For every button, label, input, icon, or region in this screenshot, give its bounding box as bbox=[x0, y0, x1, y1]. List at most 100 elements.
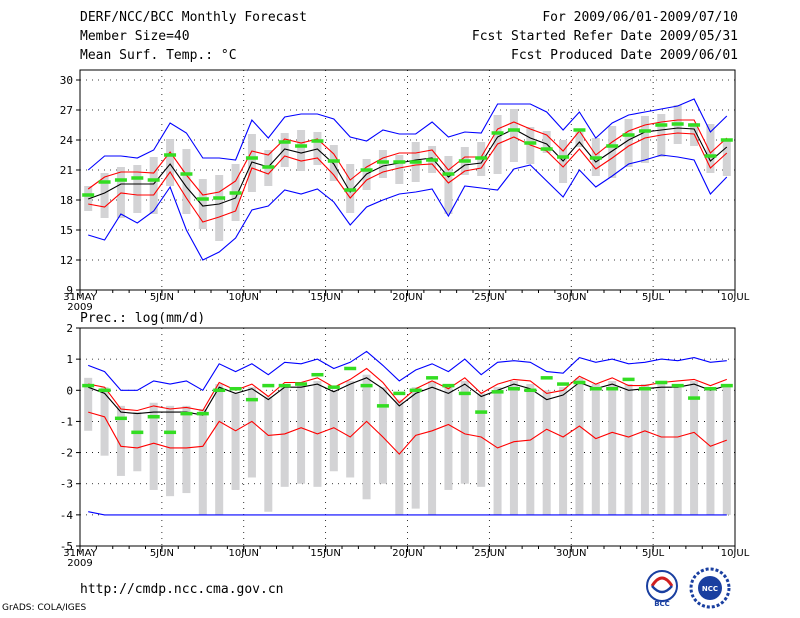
prec-ytick-label: -5 bbox=[60, 540, 73, 553]
temp-box bbox=[509, 109, 518, 162]
temp-box bbox=[706, 124, 715, 173]
prec-box bbox=[690, 380, 699, 515]
temp-series-min bbox=[88, 154, 728, 261]
temp-box bbox=[624, 119, 633, 167]
temp-xtick-label: 10JUN bbox=[229, 292, 259, 303]
temp-xtick-label: 5JUL bbox=[642, 292, 665, 303]
prec-box bbox=[640, 384, 649, 515]
ncc-logo: NCC bbox=[689, 567, 731, 609]
temp-box bbox=[198, 179, 207, 229]
prec-box bbox=[198, 408, 207, 515]
temp-xtick-label: 20JUN bbox=[392, 292, 422, 303]
prec-box bbox=[673, 384, 682, 515]
temp-box bbox=[575, 132, 584, 147]
prec-box bbox=[657, 380, 666, 515]
temp-box bbox=[280, 133, 289, 167]
temp-ytick-label: 9 bbox=[66, 284, 73, 297]
temp-box bbox=[149, 157, 158, 214]
prec-series-upper bbox=[88, 367, 727, 412]
chart-title: DERF/NCC/BCC Monthly Forecast bbox=[80, 10, 307, 25]
prec-xtick-label: 10JUN bbox=[229, 548, 259, 559]
prec-xtick-label: 31MAY bbox=[63, 548, 97, 559]
temp-box bbox=[215, 175, 224, 241]
prec-box bbox=[182, 405, 191, 494]
prec-box bbox=[608, 380, 617, 515]
prec-box bbox=[297, 384, 306, 484]
prec-box bbox=[166, 405, 175, 497]
temp-xtick-sublabel: 2009 bbox=[67, 302, 92, 313]
prec-box bbox=[509, 380, 518, 515]
prec-box bbox=[591, 384, 600, 515]
prec-xtick-label: 20JUN bbox=[392, 548, 422, 559]
prec-box bbox=[706, 390, 715, 515]
source-url[interactable]: http://cmdp.ncc.cma.gov.cn bbox=[80, 582, 284, 597]
prec-xtick-label: 30JUN bbox=[556, 548, 586, 559]
temp-xtick-label: 5JUN bbox=[150, 292, 174, 303]
temp-box bbox=[297, 130, 306, 171]
forecast-range: For 2009/06/01-2009/07/10 bbox=[542, 10, 738, 25]
prec-box bbox=[378, 387, 387, 484]
temp-box bbox=[329, 145, 338, 181]
prec-box bbox=[428, 380, 437, 515]
prec-box bbox=[100, 387, 109, 456]
prec-ytick-label: -3 bbox=[60, 478, 73, 491]
prec-box bbox=[346, 380, 355, 478]
prec-series-min bbox=[88, 511, 727, 516]
prec-xtick-label: 10JUL bbox=[721, 548, 750, 559]
temp-xtick-label: 10JUL bbox=[721, 292, 750, 303]
temp-xtick-label: 31MAY bbox=[63, 292, 97, 303]
prec-box bbox=[362, 374, 371, 500]
prec-box bbox=[477, 393, 486, 487]
temp-ytick-label: 18 bbox=[60, 194, 73, 207]
prec-box bbox=[329, 390, 338, 472]
ncc-logo-text: NCC bbox=[702, 585, 718, 593]
temp-box bbox=[444, 156, 453, 214]
temp-box bbox=[722, 141, 731, 176]
temp-xtick-label: 15JUN bbox=[310, 292, 340, 303]
temp-ytick-label: 24 bbox=[60, 134, 74, 147]
prec-box bbox=[624, 384, 633, 515]
prec-box bbox=[215, 384, 224, 515]
temp-box bbox=[395, 155, 404, 184]
prec-ytick-label: -2 bbox=[60, 447, 73, 460]
temp-box bbox=[182, 149, 191, 214]
started-refer-date: Fcst Started Refer Date 2009/05/31 bbox=[471, 29, 738, 44]
temp-xtick-label: 25JUN bbox=[474, 292, 504, 303]
temp-series-max bbox=[87, 98, 728, 171]
temp-series-lower bbox=[88, 132, 728, 223]
grads-credit: GrADS: COLA/IGES bbox=[2, 603, 87, 613]
prec-xtick-label: 25JUN bbox=[474, 548, 504, 559]
temp-ytick-label: 15 bbox=[60, 224, 73, 237]
bcc-logo-text: BCC bbox=[654, 600, 670, 608]
prec-box bbox=[526, 384, 535, 515]
temp-ytick-label: 27 bbox=[60, 104, 73, 117]
prec-box bbox=[444, 384, 453, 490]
prec-box bbox=[575, 377, 584, 515]
prec-xtick-label: 5JUL bbox=[642, 548, 665, 559]
prec-xtick-sublabel: 2009 bbox=[67, 558, 92, 569]
temp-box bbox=[133, 165, 142, 213]
prec-series-max bbox=[88, 350, 727, 392]
temp-ytick-label: 21 bbox=[60, 164, 73, 177]
prec-box bbox=[149, 402, 158, 490]
prec-xtick-label: 15JUN bbox=[310, 548, 340, 559]
temp-xtick-label: 30JUN bbox=[556, 292, 586, 303]
prec-ytick-label: 1 bbox=[66, 353, 73, 366]
prec-xtick-label: 5JUN bbox=[150, 548, 174, 559]
temp-ytick-label: 30 bbox=[60, 74, 73, 87]
prec-ytick-label: -4 bbox=[60, 509, 74, 522]
prec-box bbox=[264, 396, 273, 512]
prec-box bbox=[722, 384, 731, 515]
prec-box bbox=[542, 390, 551, 515]
prec-box bbox=[133, 412, 142, 472]
prec-series-lower bbox=[88, 411, 727, 455]
produced-date: Fcst Produced Date 2009/06/01 bbox=[511, 48, 738, 63]
prec-box bbox=[559, 387, 568, 515]
prec-ytick-label: 2 bbox=[66, 322, 73, 335]
bcc-logo: BCC bbox=[646, 570, 678, 608]
prec-box bbox=[247, 387, 256, 478]
prec-box bbox=[460, 380, 469, 484]
temp-box bbox=[640, 116, 649, 163]
temp-series-mean bbox=[88, 127, 728, 207]
